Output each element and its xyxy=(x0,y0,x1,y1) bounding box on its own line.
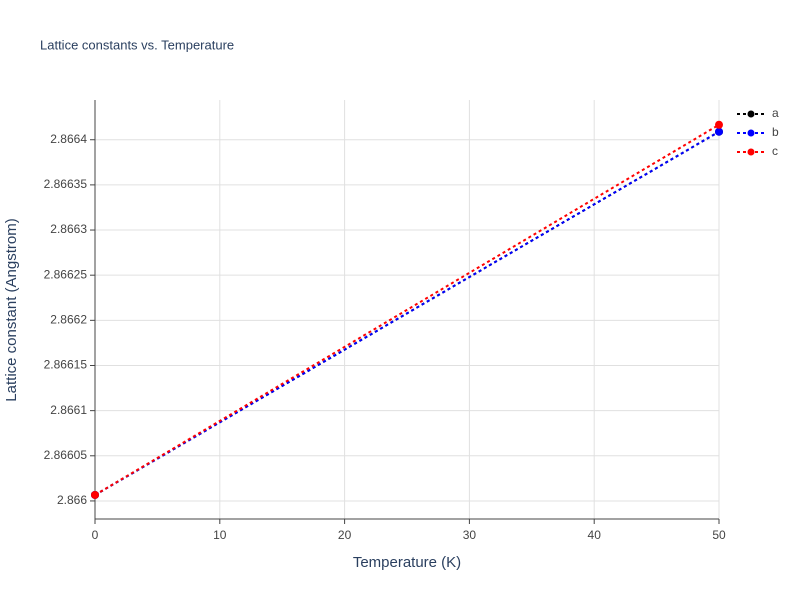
y-tick-label: 2.86605 xyxy=(44,448,88,462)
x-tick-label: 30 xyxy=(463,528,477,542)
y-tick-label: 2.866 xyxy=(57,493,87,507)
x-tick-label: 20 xyxy=(338,528,352,542)
x-tick-label: 0 xyxy=(92,528,99,542)
legend-label: a xyxy=(772,106,779,120)
y-tick-label: 2.8661 xyxy=(50,403,87,417)
point xyxy=(91,490,99,499)
legend-marker xyxy=(747,148,755,156)
legend-marker xyxy=(747,129,755,137)
point xyxy=(715,127,723,136)
y-axis-title: Lattice constant (Angstrom) xyxy=(3,218,20,401)
y-tick-label: 2.86625 xyxy=(44,267,88,281)
x-tick-label: 10 xyxy=(213,528,227,542)
x-tick-label: 50 xyxy=(712,528,726,542)
y-tick-label: 2.8663 xyxy=(50,222,87,236)
chart-title: Lattice constants vs. Temperature xyxy=(40,37,234,52)
y-tick-label: 2.86615 xyxy=(44,358,88,372)
point xyxy=(715,120,723,129)
series-line xyxy=(94,123,720,496)
y-tick-label: 2.8664 xyxy=(50,132,87,146)
x-tick-label: 40 xyxy=(588,528,602,542)
x-axis-title: Temperature (K) xyxy=(353,554,461,571)
legend-label: b xyxy=(772,125,779,139)
legend-label: c xyxy=(772,144,778,158)
legend-marker xyxy=(747,110,755,118)
y-tick-label: 2.8662 xyxy=(50,313,87,327)
y-tick-label: 2.86635 xyxy=(44,177,88,191)
